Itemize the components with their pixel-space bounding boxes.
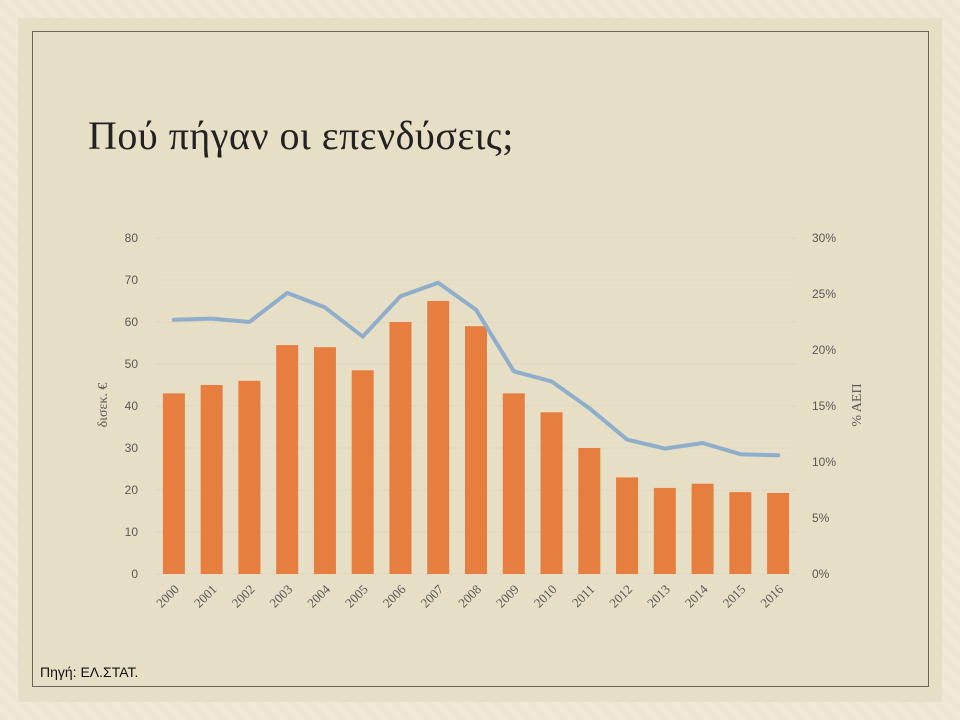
bar xyxy=(238,380,261,574)
bar xyxy=(200,385,223,574)
x-tick-label: 2013 xyxy=(644,582,673,611)
bar xyxy=(465,326,487,574)
bar xyxy=(502,393,525,574)
x-tick-label: 2003 xyxy=(266,582,295,611)
x-tick-label: 2007 xyxy=(417,581,446,610)
bar xyxy=(313,347,336,574)
x-tick-label: 2014 xyxy=(682,581,711,610)
y-tick-label-right: 10% xyxy=(812,455,836,469)
y-tick-label-left: 10 xyxy=(125,525,139,539)
y-tick-label-left: 70 xyxy=(125,273,139,287)
y-tick-label-left: 50 xyxy=(125,357,139,371)
bar-series xyxy=(162,301,790,574)
bar xyxy=(616,477,639,574)
line-series xyxy=(171,280,781,458)
bar xyxy=(427,301,450,574)
y-tick-label-left: 0 xyxy=(131,567,138,581)
bar xyxy=(578,448,601,574)
x-tick-label: 2008 xyxy=(455,582,484,611)
bar xyxy=(389,322,412,574)
x-tick-label: 2009 xyxy=(493,582,522,611)
y-tick-label-right: 0% xyxy=(812,567,830,581)
x-tick-label: 2011 xyxy=(569,582,598,611)
bar xyxy=(540,412,563,574)
bar xyxy=(691,483,714,574)
y-tick-label-left: 30 xyxy=(125,441,139,455)
x-axis-ticks: 2000 2001 2002 2003 2004 2005 2006 2007 2008 2009… xyxy=(153,581,787,610)
x-tick-label: 2002 xyxy=(229,582,258,611)
bar xyxy=(162,393,185,574)
y-tick-label-right: 30% xyxy=(812,231,836,245)
slide-frame xyxy=(32,31,929,687)
x-tick-label: 2004 xyxy=(304,581,333,610)
x-tick-label: 2016 xyxy=(757,581,786,610)
right-axis-ticks: 0% 5% 10% 15% 20% 25% 30% xyxy=(812,231,836,581)
x-tick-label: 2012 xyxy=(606,582,635,611)
y-tick-label-left: 20 xyxy=(125,483,139,497)
y-tick-label-left: 40 xyxy=(125,399,139,413)
bar xyxy=(653,487,676,574)
x-tick-label: 2001 xyxy=(191,582,220,611)
y-axis-title-left: δισεκ. € xyxy=(96,383,111,428)
y-axis-title-right: % ΑΕΠ xyxy=(850,383,865,426)
source-note: Πηγή: ΕΛ.ΣΤΑΤ. xyxy=(40,664,139,680)
y-tick-label-right: 20% xyxy=(812,343,836,357)
bar xyxy=(351,370,374,574)
bar xyxy=(729,492,752,574)
slide-title: Πού πήγαν οι επενδύσεις; xyxy=(88,113,514,158)
y-tick-label-left: 80 xyxy=(125,231,139,245)
y-tick-label-right: 5% xyxy=(812,511,830,525)
y-tick-label-right: 15% xyxy=(812,399,836,413)
y-tick-label-left: 60 xyxy=(125,315,139,329)
x-tick-label: 2000 xyxy=(153,582,182,611)
x-tick-label: 2015 xyxy=(719,582,748,611)
y-tick-label-right: 25% xyxy=(812,287,836,301)
x-tick-label: 2010 xyxy=(531,582,560,611)
x-tick-label: 2005 xyxy=(342,582,371,611)
bar xyxy=(276,345,299,574)
series-line xyxy=(171,280,781,458)
left-axis-ticks: 0 10 20 30 40 50 60 70 80 xyxy=(125,231,139,581)
bar xyxy=(767,492,790,574)
x-tick-label: 2006 xyxy=(380,581,409,610)
